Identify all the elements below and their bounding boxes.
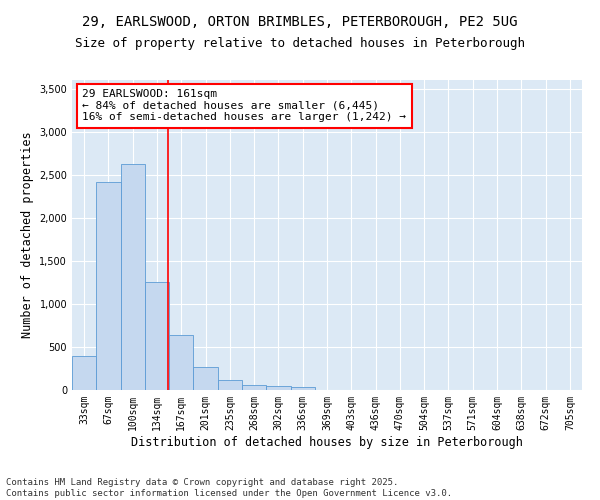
Text: 29 EARLSWOOD: 161sqm
← 84% of detached houses are smaller (6,445)
16% of semi-de: 29 EARLSWOOD: 161sqm ← 84% of detached h…	[82, 90, 406, 122]
Text: Size of property relative to detached houses in Peterborough: Size of property relative to detached ho…	[75, 38, 525, 51]
Bar	[121, 164, 145, 390]
Bar	[266, 386, 290, 390]
Bar	[169, 335, 193, 390]
Text: 29, EARLSWOOD, ORTON BRIMBLES, PETERBOROUGH, PE2 5UG: 29, EARLSWOOD, ORTON BRIMBLES, PETERBORO…	[82, 15, 518, 29]
Y-axis label: Number of detached properties: Number of detached properties	[21, 132, 34, 338]
Bar	[193, 367, 218, 390]
Bar	[218, 380, 242, 390]
Bar	[290, 387, 315, 390]
Text: Contains HM Land Registry data © Crown copyright and database right 2025.
Contai: Contains HM Land Registry data © Crown c…	[6, 478, 452, 498]
Bar	[145, 282, 169, 390]
Bar	[72, 356, 96, 390]
X-axis label: Distribution of detached houses by size in Peterborough: Distribution of detached houses by size …	[131, 436, 523, 448]
Bar	[96, 182, 121, 390]
Bar	[242, 385, 266, 390]
